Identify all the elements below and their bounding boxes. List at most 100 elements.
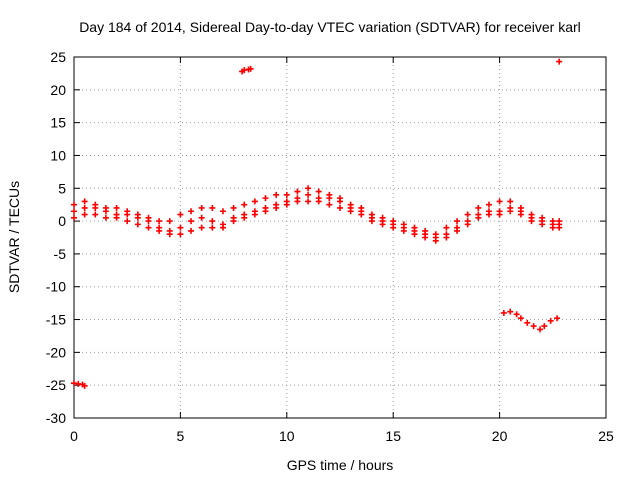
y-tick-label: 10 xyxy=(50,147,66,163)
data-point xyxy=(188,208,195,215)
y-tick-label: -10 xyxy=(46,279,66,295)
x-tick-label: 20 xyxy=(492,428,508,444)
data-point xyxy=(134,211,141,218)
data-point xyxy=(198,224,205,231)
data-point xyxy=(166,231,173,238)
data-series xyxy=(500,308,561,333)
data-point xyxy=(145,214,152,221)
data-point xyxy=(454,218,461,225)
data-point xyxy=(315,198,322,205)
data-point xyxy=(500,309,507,316)
y-tick-label: -20 xyxy=(46,344,66,360)
data-point xyxy=(198,214,205,221)
data-point xyxy=(556,224,563,231)
x-axis-label: GPS time / hours xyxy=(287,457,394,473)
data-point xyxy=(124,208,131,215)
data-point xyxy=(219,208,226,215)
data-point xyxy=(411,224,418,231)
data-point xyxy=(496,198,503,205)
data-point xyxy=(81,382,88,389)
plot-frame xyxy=(73,56,607,419)
data-point xyxy=(475,204,482,211)
data-point xyxy=(273,204,280,211)
data-point xyxy=(390,224,397,231)
data-point xyxy=(188,227,195,234)
data-point xyxy=(411,231,418,238)
data-point xyxy=(454,227,461,234)
data-point xyxy=(241,214,248,221)
x-axis-tick-labels: 0 5 10 15 20 25 xyxy=(70,428,614,444)
x-tick-label: 25 xyxy=(598,428,614,444)
data-point xyxy=(145,224,152,231)
data-point xyxy=(485,211,492,218)
data-point xyxy=(485,201,492,208)
data-point xyxy=(102,204,109,211)
data-series xyxy=(71,198,563,244)
y-axis-tick-labels: -30 -25 -20 -15 -10 -5 0 5 10 15 20 25 xyxy=(46,49,66,426)
data-point xyxy=(443,224,450,231)
x-tick-label: 10 xyxy=(279,428,295,444)
data-point xyxy=(283,191,290,198)
data-point xyxy=(219,224,226,231)
data-point xyxy=(358,204,365,211)
y-tick-label: 20 xyxy=(50,82,66,98)
x-tick-label: 0 xyxy=(70,428,78,444)
data-point xyxy=(422,227,429,234)
data-point xyxy=(71,201,77,208)
data-point xyxy=(507,198,514,205)
data-point xyxy=(156,227,163,234)
data-point xyxy=(251,211,258,218)
axis-ticks xyxy=(73,56,607,419)
data-point xyxy=(273,191,280,198)
data-point xyxy=(209,218,216,225)
data-point xyxy=(251,198,258,205)
data-point xyxy=(556,218,563,225)
data-point xyxy=(305,185,312,192)
data-point xyxy=(337,195,343,202)
data-point xyxy=(305,198,312,205)
data-point xyxy=(198,204,205,211)
data-point xyxy=(368,211,375,218)
data-point xyxy=(209,224,216,231)
data-point xyxy=(177,231,184,238)
data-point xyxy=(294,198,301,205)
y-tick-label: -5 xyxy=(54,246,67,262)
data-point xyxy=(556,58,563,65)
data-point xyxy=(81,198,88,205)
data-point xyxy=(326,191,333,198)
data-point xyxy=(379,214,386,221)
data-point xyxy=(113,214,120,221)
data-point xyxy=(247,65,254,72)
data-point xyxy=(347,208,354,215)
data-point xyxy=(539,214,546,221)
data-point xyxy=(134,221,141,228)
data-point xyxy=(305,191,312,198)
data-point xyxy=(262,208,269,215)
data-point xyxy=(524,319,531,326)
data-point xyxy=(422,234,429,241)
data-point xyxy=(541,323,548,330)
data-point xyxy=(166,218,173,225)
y-axis-label: SDTVAR / TECUs xyxy=(6,181,22,293)
data-point xyxy=(294,188,301,195)
y-tick-label: 5 xyxy=(58,180,66,196)
y-tick-label: -15 xyxy=(46,312,66,328)
data-point xyxy=(102,214,109,221)
data-point xyxy=(81,211,88,218)
data-point xyxy=(528,218,535,225)
data-point xyxy=(464,221,471,228)
data-point xyxy=(443,234,450,241)
chart-title: Day 184 of 2014, Sidereal Day-to-day VTE… xyxy=(79,19,581,35)
data-point xyxy=(209,204,216,211)
data-point xyxy=(283,201,290,208)
data-point xyxy=(230,204,237,211)
data-point xyxy=(177,224,184,231)
data-point xyxy=(230,218,237,225)
data-point xyxy=(528,211,535,218)
y-tick-label: 0 xyxy=(58,213,66,229)
data-point xyxy=(537,326,544,333)
data-point xyxy=(530,323,537,330)
data-point xyxy=(156,218,163,225)
data-point xyxy=(400,221,407,228)
